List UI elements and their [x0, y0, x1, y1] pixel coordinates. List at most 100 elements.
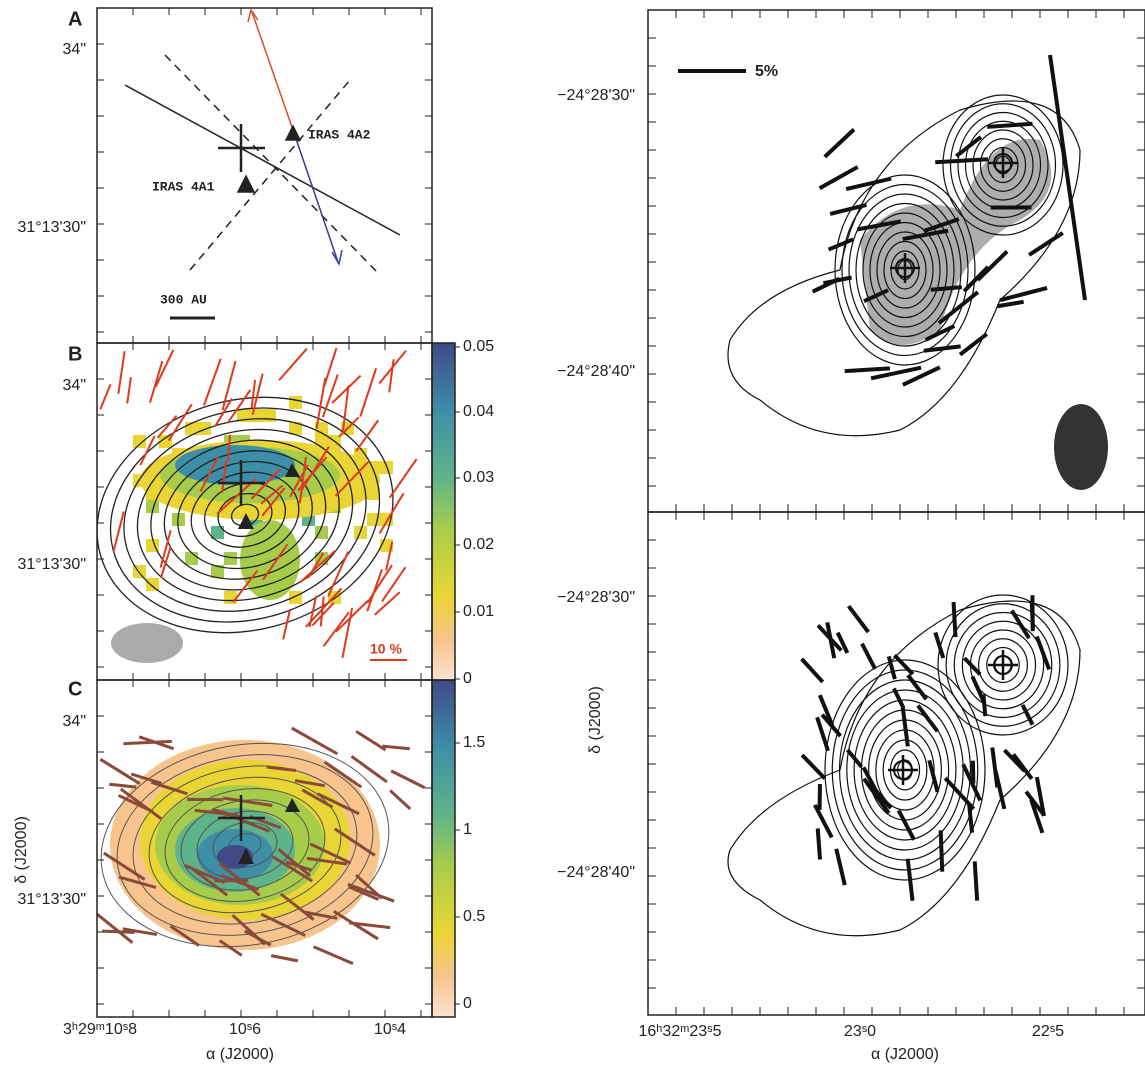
polarization-vector [389, 359, 393, 392]
polarization-vector [283, 610, 290, 639]
pixel [263, 409, 276, 422]
colorbar-tick-label: 0.02 [463, 536, 494, 553]
x-axis-label: α (J2000) [871, 1046, 939, 1063]
polarization-vector [992, 748, 997, 788]
x-tick-label: 23ˢ0 [844, 1023, 876, 1040]
polarization-vector [818, 828, 820, 859]
pixel [250, 409, 263, 422]
polarization-vector [829, 239, 854, 249]
polarization-vector [100, 759, 139, 783]
pixel [185, 552, 198, 565]
x-tick-label: 10ˢ4 [374, 1021, 406, 1038]
y-label: 34" [63, 377, 86, 394]
pixel [289, 396, 302, 409]
polarization-vector [127, 377, 131, 403]
y-label: −24°28'30" [557, 589, 635, 606]
polarization-vector [113, 511, 123, 551]
colorbar-tick-label: 1.5 [463, 734, 485, 751]
polarization-vector [367, 565, 392, 603]
polarization-vector [862, 644, 875, 669]
x-tick-label: 3ʰ29ᵐ10ˢ8 [63, 1021, 137, 1038]
polarization-vector [100, 384, 110, 409]
polarization-vector [802, 755, 825, 779]
polarization-vector [123, 741, 171, 743]
polarization-vector [336, 601, 368, 632]
panel-a-drawing [125, 10, 400, 318]
polarization-vector [1050, 55, 1085, 300]
polarization-vector [802, 659, 823, 682]
y-label: 31°13'30" [17, 891, 86, 908]
polarization-vector [899, 810, 914, 839]
panel-drawing [728, 595, 1080, 936]
colorbar-tick-label: 0 [463, 670, 472, 687]
polarization-vector [935, 632, 943, 658]
polarization-vector [150, 361, 162, 403]
y-axis-label: δ (J2000) [13, 816, 30, 884]
polarization-vector [954, 602, 956, 637]
x-axis-label: α (J2000) [206, 1046, 274, 1063]
colorbar-tick-label: 1 [463, 821, 472, 838]
y-label: −24°28'30" [557, 87, 635, 104]
beam [1054, 404, 1108, 490]
colorbar-tick-label: 0.01 [463, 603, 494, 620]
polarization-vector [895, 655, 913, 674]
polarization-vector [271, 956, 298, 961]
polarization-vector [931, 287, 962, 290]
polarization-vector [983, 694, 985, 716]
polarization-vector [156, 350, 174, 387]
polarization-vector [1032, 602, 1033, 629]
polarization-vector [845, 368, 890, 371]
colorbar-tick-label: 0.03 [463, 469, 494, 486]
polarization-vector [849, 606, 869, 632]
polarization-vector [279, 349, 307, 381]
scale-bar-label: 10 % [370, 641, 402, 657]
polarization-vector [390, 790, 410, 809]
y-label: 34" [63, 713, 86, 730]
polarization-vector [391, 771, 425, 788]
annotation: IRAS 4A1 [152, 179, 215, 194]
panel-label: C [68, 678, 82, 700]
polarization-vector [375, 592, 400, 615]
polarization-vector [356, 420, 378, 451]
polarization-vector [382, 746, 409, 749]
y-label: −24°28'40" [557, 363, 635, 380]
polarization-vector [941, 830, 943, 871]
colorbar [432, 343, 455, 680]
polarization-vector [367, 569, 382, 611]
polarization-vector [924, 346, 961, 350]
pixel [133, 435, 146, 448]
x-tick-label: 10ˢ6 [229, 1021, 261, 1038]
pixel [146, 578, 159, 591]
colorbar-tick-label: 0.5 [463, 908, 485, 925]
panel-drawing [85, 721, 425, 968]
figure: 0.050.040.030.020.0101.510.50 A 34" 31°1… [0, 0, 1145, 1070]
polarization-vector [836, 849, 845, 885]
polarization-vector [314, 947, 353, 964]
polarization-vector [118, 351, 124, 394]
polarization-vector [975, 861, 977, 900]
polarization-vector [356, 731, 385, 750]
polarization-vector [894, 688, 904, 708]
polarization-vector [1004, 750, 1024, 771]
polarization-vector [846, 179, 891, 189]
polarization-vector [908, 859, 913, 901]
colorbar [432, 680, 455, 1017]
polarization-vector [978, 251, 1007, 280]
panel-drawing [728, 55, 1108, 490]
polarization-vector [825, 130, 854, 157]
polarization-vector [908, 675, 926, 699]
beam [111, 623, 183, 663]
y-label: 34" [63, 41, 86, 58]
polarization-vector [964, 658, 980, 674]
polarization-vector [960, 334, 987, 355]
cross [988, 650, 1018, 680]
polarization-vector [390, 459, 417, 497]
scale-bar-label: 5% [755, 63, 778, 80]
colorbar-tick-label: 0.04 [463, 403, 494, 420]
polarization-vector [382, 567, 405, 601]
polarization-vector [1029, 233, 1063, 255]
x-tick-label: 16ʰ32ᵐ23ˢ5 [638, 1023, 721, 1040]
panel-label: B [68, 343, 82, 365]
polarization-vector [109, 784, 136, 787]
y-label: −24°28'40" [557, 864, 635, 881]
